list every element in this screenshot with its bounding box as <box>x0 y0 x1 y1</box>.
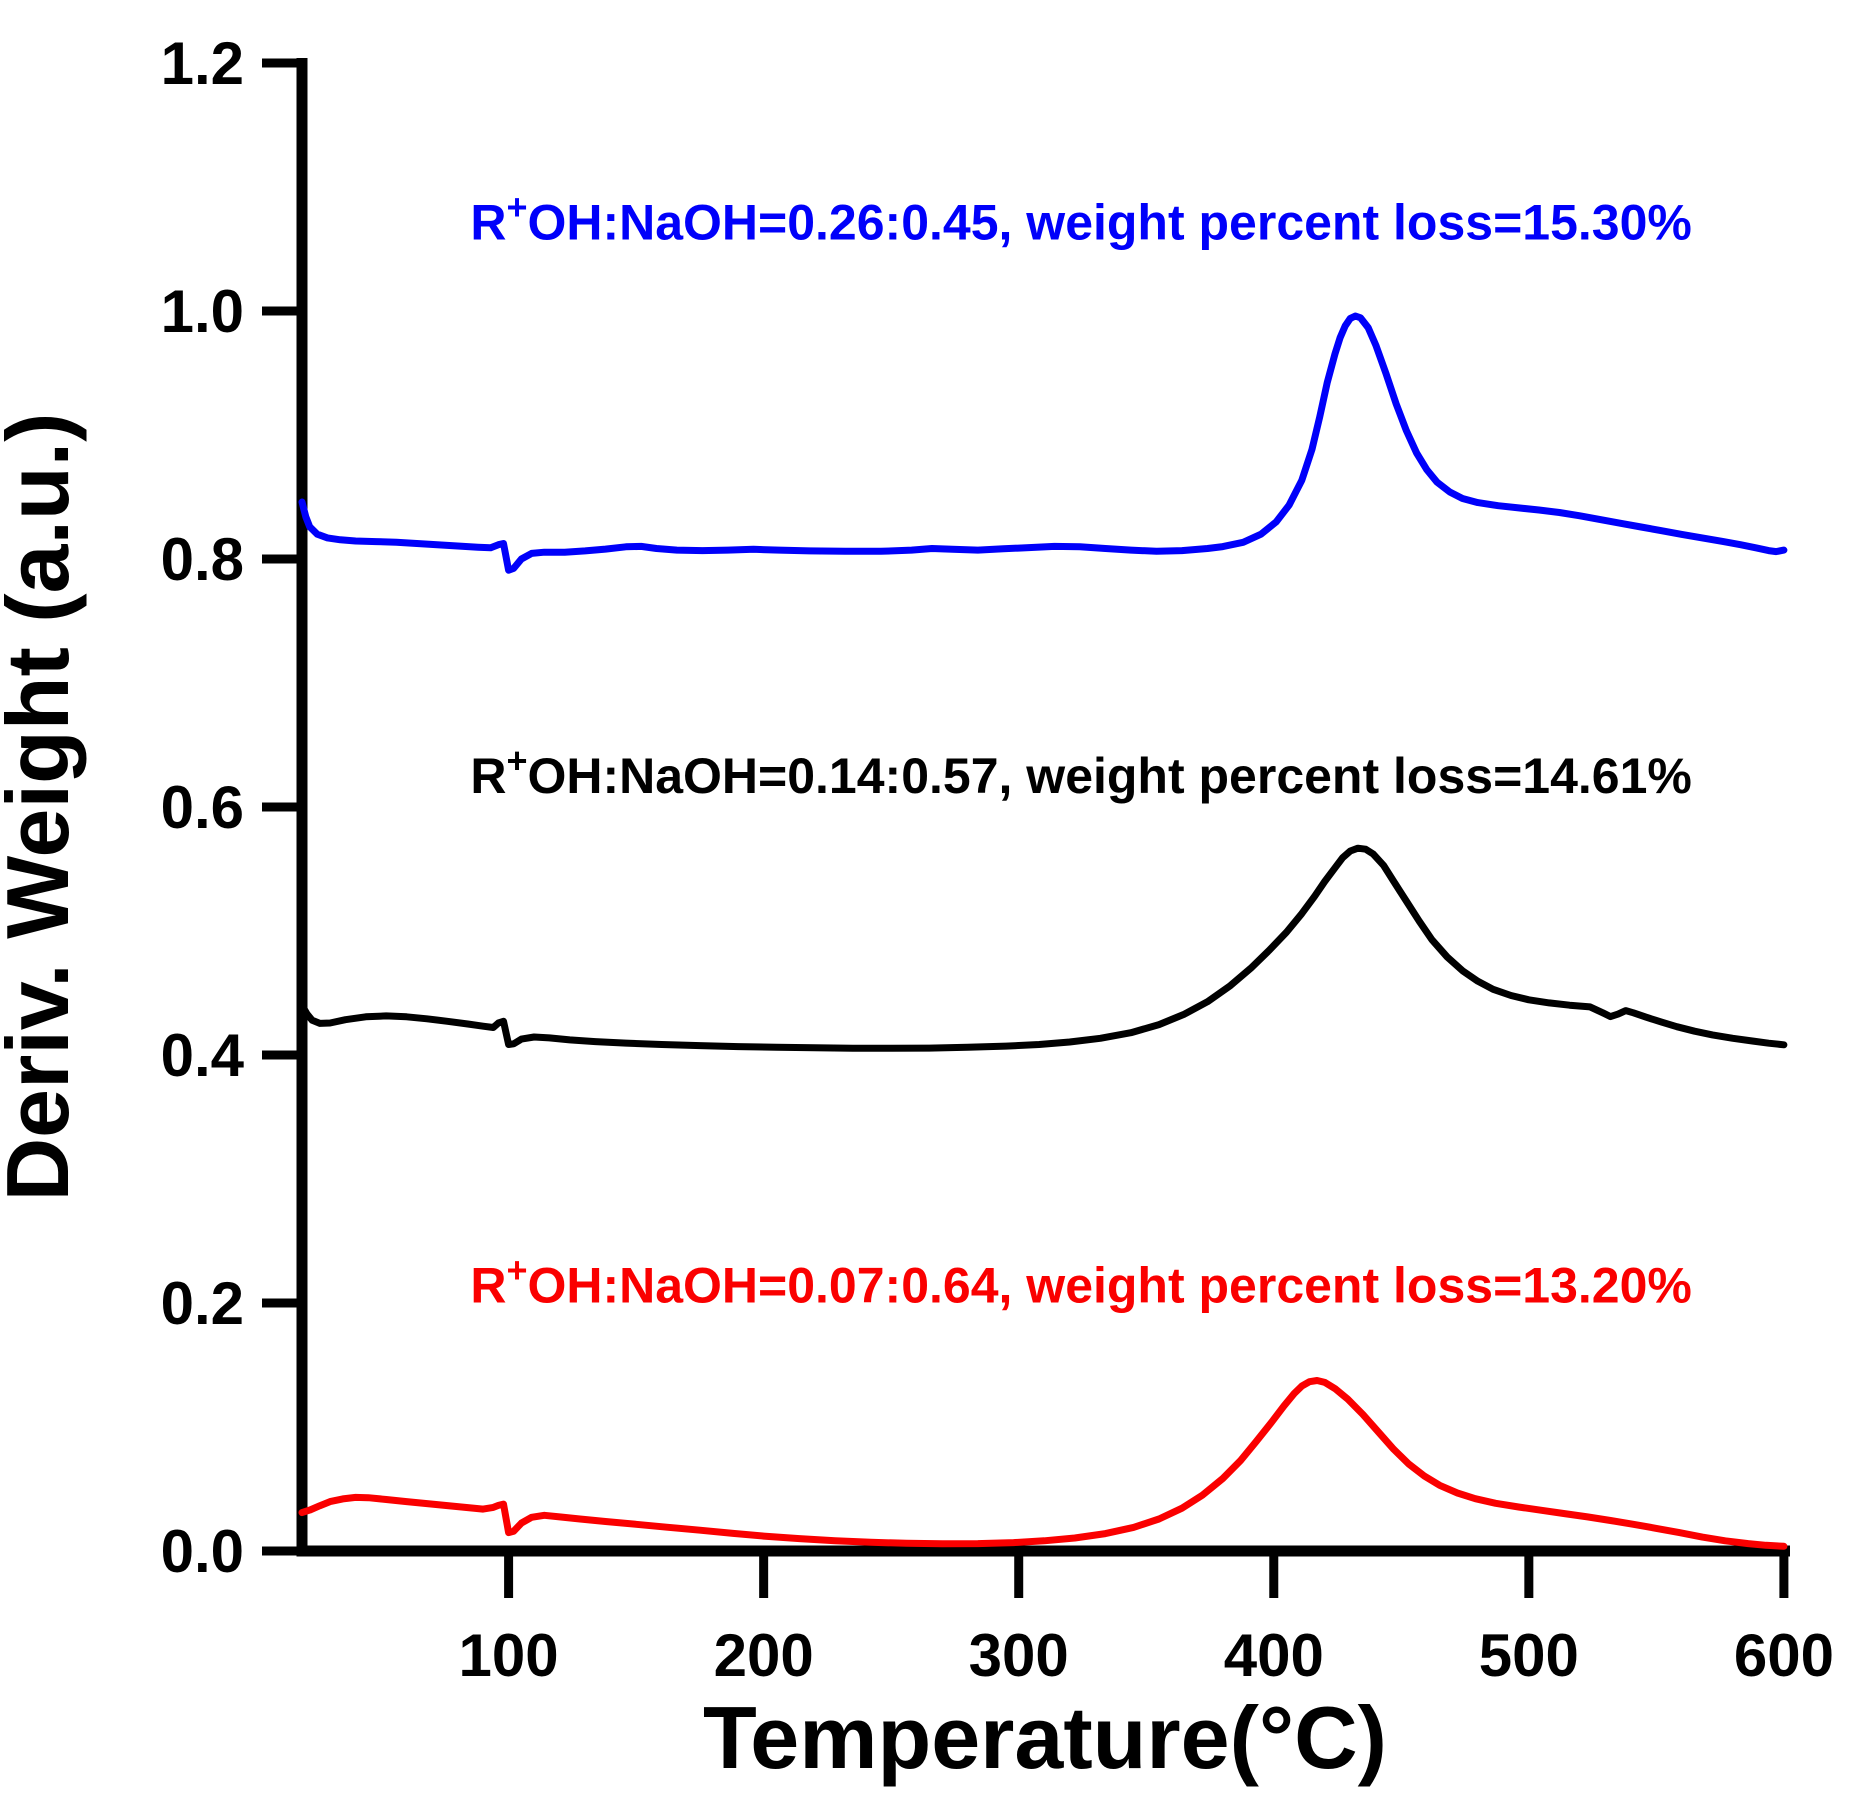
y-axis-title: Deriv. Weight (a.u.) <box>0 413 87 1202</box>
red-curve <box>298 1377 1788 1550</box>
blue-curve <box>298 312 1788 574</box>
y-tick-label: 1.0 <box>161 278 244 345</box>
black-curve <box>298 844 1788 1052</box>
y-tick-label: 0.0 <box>161 1518 244 1585</box>
x-tick-label: 300 <box>969 1622 1069 1689</box>
x-tick-label: 600 <box>1734 1622 1834 1689</box>
y-tick-label: 0.2 <box>161 1270 244 1337</box>
axis-spines <box>296 58 1790 1557</box>
x-tick-label: 200 <box>714 1622 814 1689</box>
black-curve-annotation: R+OH:NaOH=0.14:0.57, weight percent loss… <box>470 740 1692 804</box>
axes: 100 200 300 400 500 600 0.0 0.2 0.4 0.6 0.8 1.0 1.2 <box>161 30 1834 1689</box>
red-curve-annotation: R+OH:NaOH=0.07:0.64, weight percent loss… <box>470 1249 1692 1313</box>
x-tick-label: 400 <box>1224 1622 1324 1689</box>
y-tick-label: 1.2 <box>161 30 244 97</box>
y-tick-label: 0.6 <box>161 774 244 841</box>
x-axis-title: Temperature(°C) <box>703 1688 1387 1787</box>
curves <box>298 312 1788 1550</box>
x-tick-label: 100 <box>459 1622 559 1689</box>
annotations: R+OH:NaOH=0.26:0.45, weight percent loss… <box>470 187 1692 1314</box>
x-tick-label: 500 <box>1479 1622 1579 1689</box>
y-tick-label: 0.8 <box>161 526 244 593</box>
blue-curve-annotation: R+OH:NaOH=0.26:0.45, weight percent loss… <box>470 187 1692 251</box>
y-tick-label: 0.4 <box>161 1022 245 1089</box>
